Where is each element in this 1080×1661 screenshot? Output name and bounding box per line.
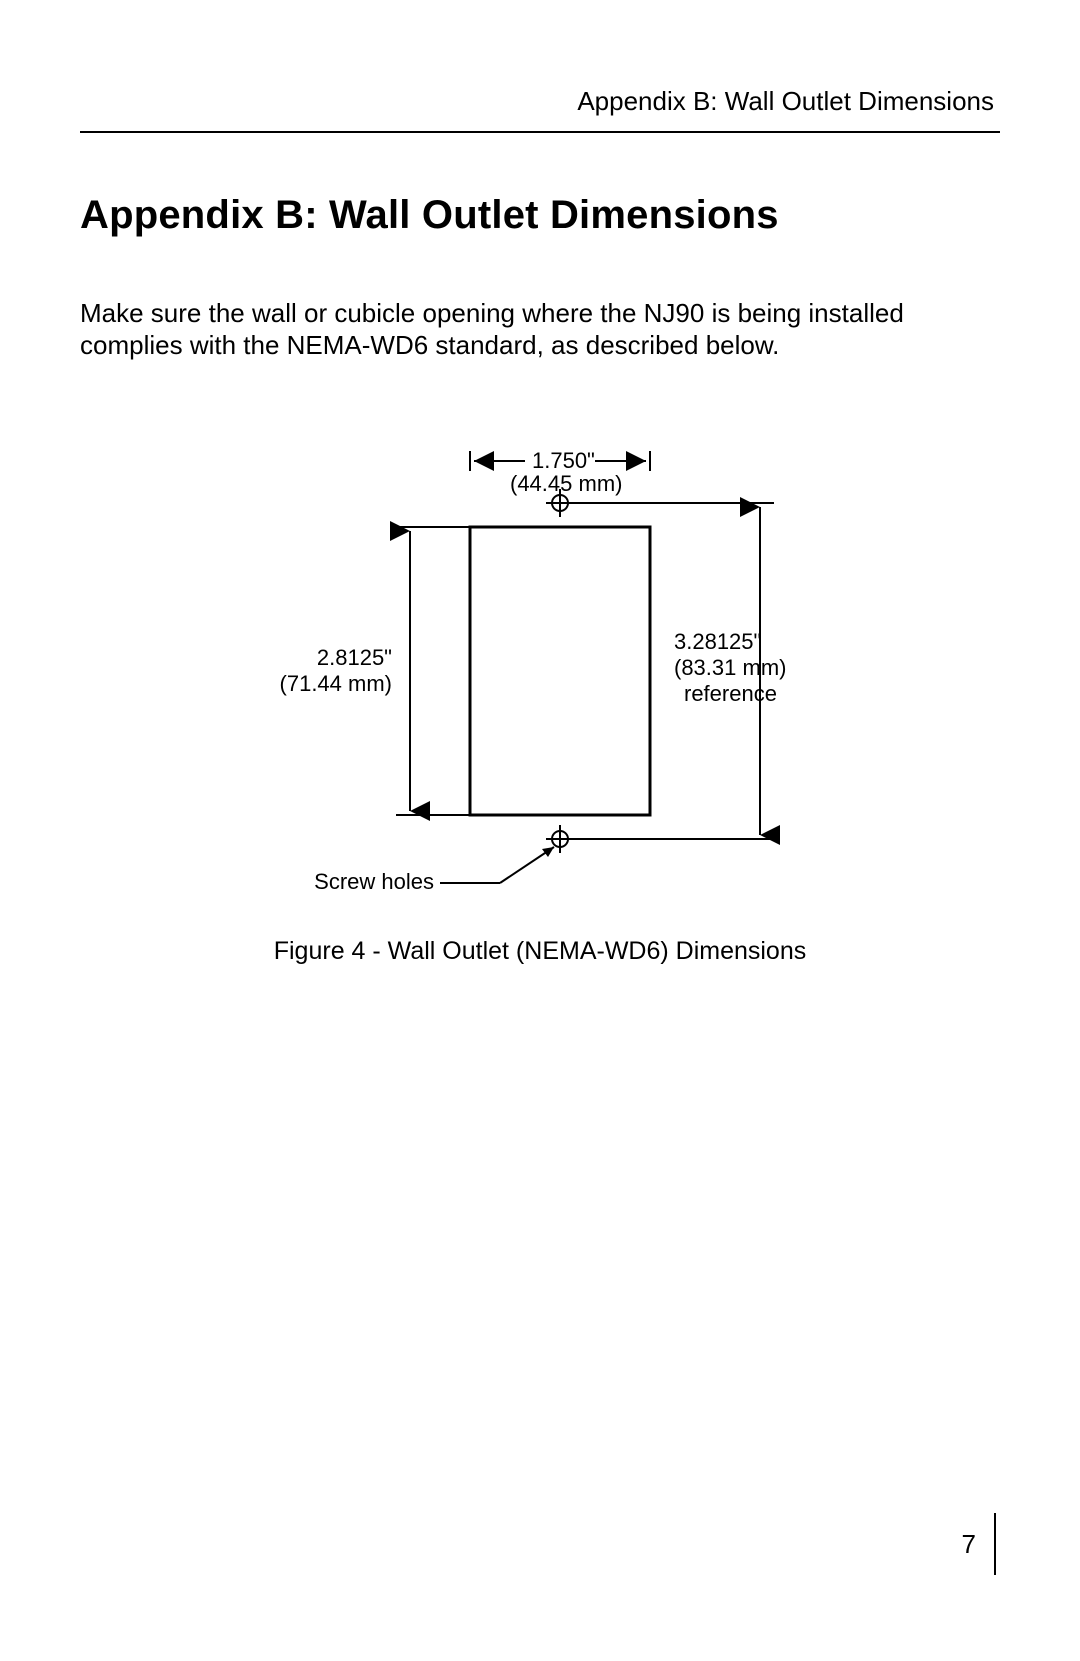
- page-number: 7: [962, 1513, 996, 1575]
- dimension-top-inches: 1.750": [532, 448, 595, 473]
- dimension-left-inches: 2.8125": [317, 645, 392, 670]
- dimension-right-inches: 3.28125": [674, 629, 761, 654]
- dimension-right-note: reference: [684, 681, 777, 706]
- dimension-right-mm: (83.31 mm): [674, 655, 786, 680]
- dimension-left: [396, 527, 470, 815]
- page: Appendix B: Wall Outlet Dimensions Appen…: [0, 0, 1080, 1661]
- outlet-rect: [470, 527, 650, 815]
- body-paragraph: Make sure the wall or cubicle opening wh…: [80, 298, 980, 361]
- dimension-top-mm: (44.45 mm): [510, 471, 622, 496]
- figure-container: 1.750" (44.45 mm) 2.8125" (71.44 mm) 3.2…: [80, 431, 1000, 966]
- wall-outlet-diagram: 1.750" (44.45 mm) 2.8125" (71.44 mm) 3.2…: [200, 431, 880, 911]
- page-title: Appendix B: Wall Outlet Dimensions: [80, 193, 1000, 238]
- running-header: Appendix B: Wall Outlet Dimensions: [80, 86, 1000, 133]
- dimension-left-mm: (71.44 mm): [280, 671, 392, 696]
- screw-hole-leader: [440, 847, 554, 883]
- figure-caption: Figure 4 - Wall Outlet (NEMA-WD6) Dimens…: [274, 937, 807, 966]
- screw-holes-label: Screw holes: [314, 869, 434, 894]
